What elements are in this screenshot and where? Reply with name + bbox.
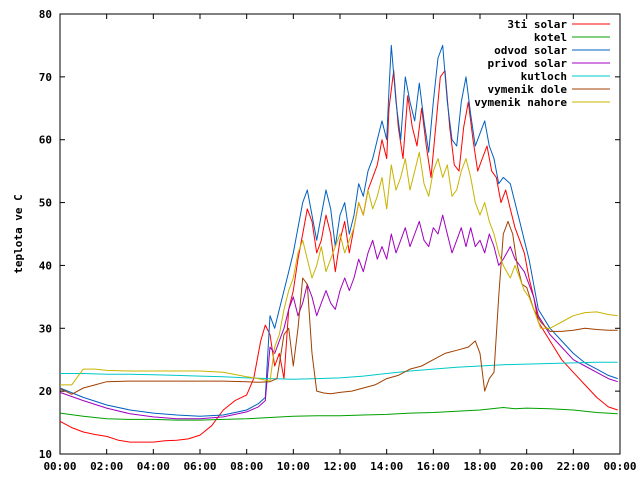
x-tick-label: 00:00 [603,460,636,473]
x-tick-label: 18:00 [463,460,496,473]
x-tick-label: 10:00 [277,460,310,473]
legend-label: kutloch [521,70,567,83]
x-tick-label: 20:00 [510,460,543,473]
x-tick-label: 00:00 [43,460,76,473]
y-tick-label: 50 [39,197,52,210]
y-tick-label: 20 [39,385,52,398]
series-line-vymenik-nahore [60,151,618,386]
x-tick-label: 04:00 [137,460,170,473]
x-tick-label: 14:00 [370,460,403,473]
series-line-odvod-solar [59,44,618,417]
legend-label: kotel [534,31,567,44]
legend-label: privod solar [488,57,568,70]
x-tick-label: 12:00 [323,460,356,473]
x-tick-label: 22:00 [557,460,590,473]
legend-label: 3ti solar [507,18,567,31]
legend-label: vymenik dole [488,83,568,96]
y-tick-label: 30 [39,322,52,335]
x-tick-label: 08:00 [230,460,263,473]
legend-label: vymenik nahore [474,96,567,109]
y-tick-label: 40 [39,259,52,272]
y-tick-label: 80 [39,8,52,21]
y-tick-label: 10 [39,448,52,461]
y-tick-label: 70 [39,71,52,84]
x-tick-label: 16:00 [417,460,450,473]
y-axis-label: teplota ve C [12,194,25,273]
y-tick-label: 60 [39,134,52,147]
series-line-kutloch [60,361,618,380]
axis-ticks: 00:00 02:00 04:00 06:00 08:00 10:00 12:00 14:00… [39,8,637,473]
legend-label: odvod solar [494,44,567,57]
x-tick-label: 02:00 [90,460,123,473]
series-line-kotel [59,407,618,421]
series-lines [59,44,618,443]
series-line-privod-solar [59,214,618,420]
series-line-3ti-solar [59,70,618,443]
series-line-vymenik-dole [59,220,618,395]
x-tick-label: 06:00 [183,460,216,473]
